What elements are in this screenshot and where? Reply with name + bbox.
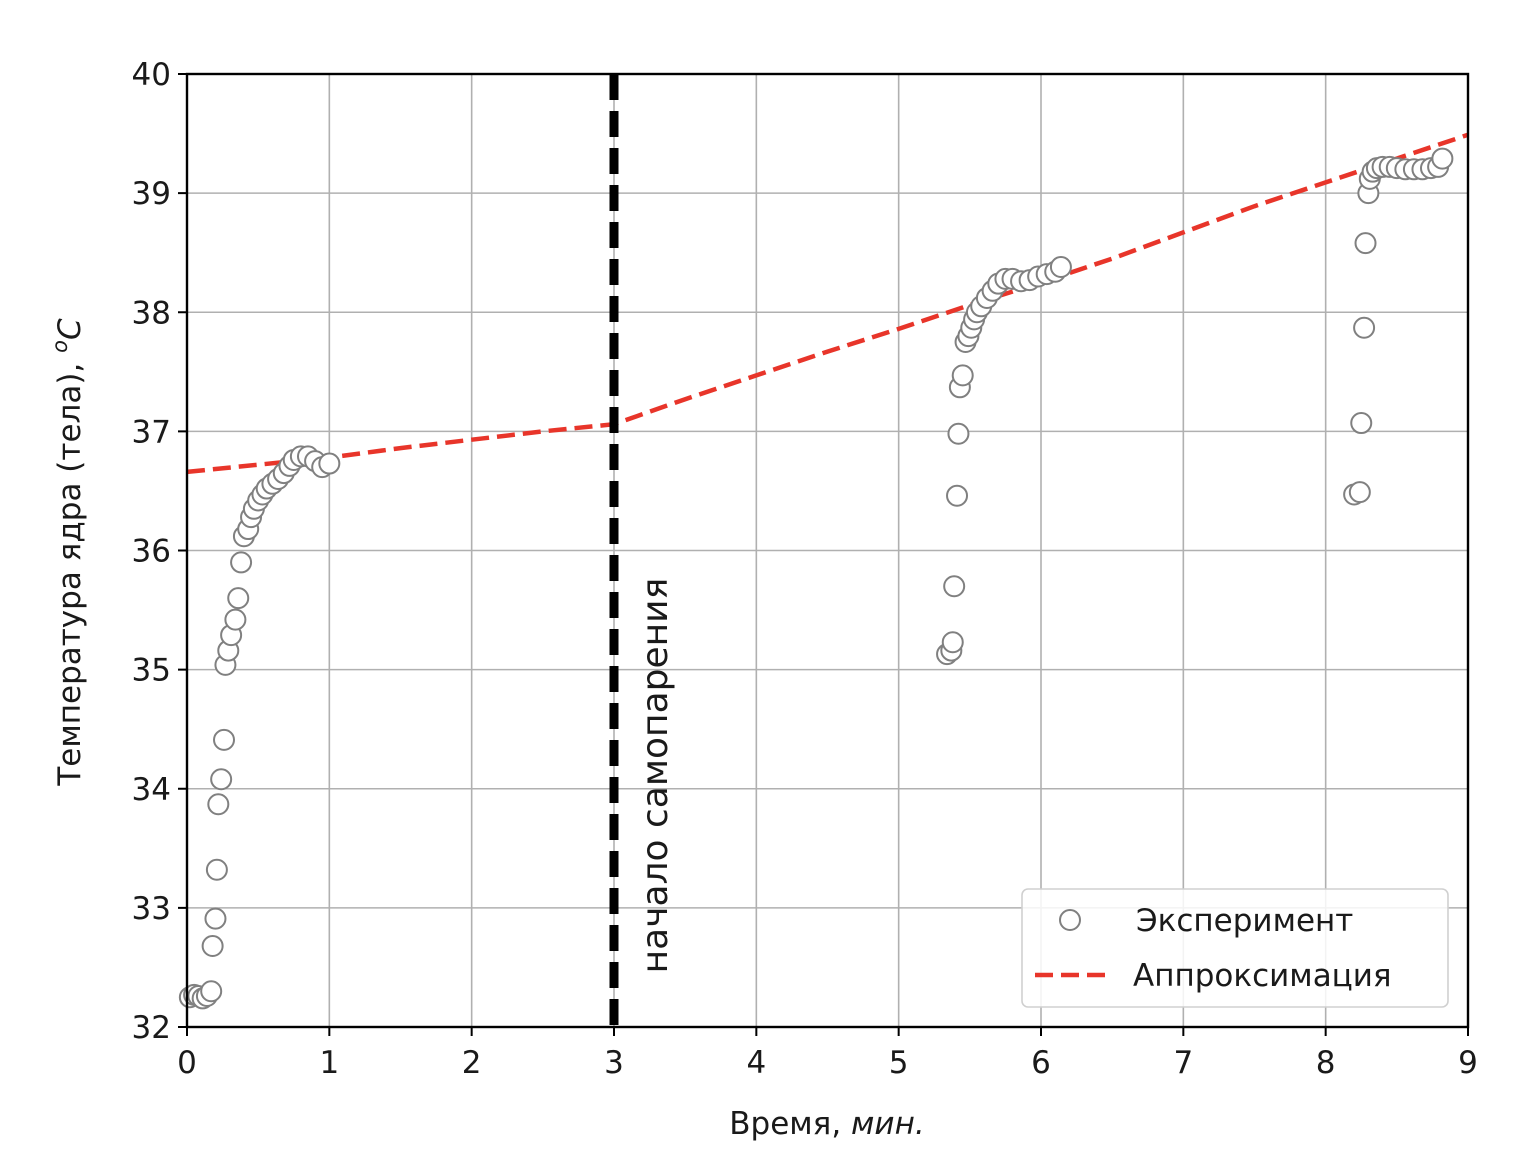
data-point — [200, 980, 223, 1003]
x-axis: 0 1 2 3 4 5 6 7 8 9 — [177, 1027, 1478, 1081]
data-point — [318, 452, 341, 475]
y-tick-label: 32 — [132, 1010, 171, 1046]
x-tick-label: 4 — [746, 1045, 766, 1081]
data-point — [951, 364, 974, 387]
experiment-series — [178, 147, 1454, 1010]
y-tick-label: 39 — [132, 176, 171, 212]
y-tick-label: 36 — [132, 534, 171, 570]
data-point — [207, 793, 230, 816]
y-tick-label: 40 — [132, 57, 171, 93]
data-point — [213, 728, 236, 751]
x-tick-label: 8 — [1316, 1045, 1336, 1081]
legend-label-fit: Аппроксимация — [1133, 958, 1392, 994]
data-point — [947, 422, 970, 445]
y-axis-label-unit-sup: o — [48, 340, 72, 353]
x-tick-label: 0 — [177, 1045, 197, 1081]
x-tick-label: 6 — [1031, 1045, 1051, 1081]
x-axis-label-main: Время, — [729, 1106, 851, 1142]
fit-series — [186, 132, 1469, 475]
vertical-marker-label: начало самопарения — [635, 578, 676, 974]
x-tick-label: 7 — [1173, 1045, 1193, 1081]
data-point — [1431, 147, 1454, 170]
x-axis-label-unit: мин. — [851, 1106, 925, 1142]
y-axis-label-unit: C — [52, 318, 88, 340]
legend-marker-experiment — [1059, 909, 1081, 931]
y-axis-label: Температура ядра (тела), oC — [48, 318, 88, 787]
y-tick-label: 37 — [132, 414, 171, 450]
data-point — [941, 631, 964, 654]
data-point — [210, 768, 233, 791]
x-tick-label: 9 — [1458, 1045, 1478, 1081]
data-point — [204, 907, 227, 930]
x-tick-label: 2 — [462, 1045, 482, 1081]
x-tick-label: 3 — [604, 1045, 624, 1081]
grid — [186, 73, 1469, 1028]
data-point — [1350, 412, 1373, 435]
y-axis: 32 33 34 35 36 37 38 39 40 — [132, 57, 187, 1046]
data-point — [1348, 481, 1371, 504]
data-point — [946, 484, 969, 507]
y-tick-label: 34 — [132, 772, 171, 808]
legend-box — [1021, 888, 1449, 1008]
data-point — [1354, 232, 1377, 255]
legend-label-experiment: Эксперимент — [1136, 903, 1353, 939]
x-axis-label: Время, мин. — [729, 1106, 924, 1142]
y-tick-label: 35 — [132, 653, 171, 689]
fit-line — [186, 132, 1469, 475]
data-point — [205, 858, 228, 881]
data-point — [1049, 255, 1072, 278]
plot-frame — [185, 72, 1470, 1029]
x-tick-label: 5 — [889, 1045, 909, 1081]
data-point — [230, 551, 253, 574]
y-tick-label: 33 — [132, 891, 171, 927]
y-axis-label-main: Температура ядра (тела), — [52, 353, 88, 787]
data-point — [227, 587, 250, 610]
x-tick-label: 1 — [319, 1045, 339, 1081]
data-point — [201, 934, 224, 957]
y-tick-label: 38 — [132, 295, 171, 331]
data-point — [224, 608, 247, 631]
data-point — [943, 575, 966, 598]
data-point — [1353, 316, 1376, 339]
legend: Эксперимент Аппроксимация — [1021, 888, 1449, 1008]
